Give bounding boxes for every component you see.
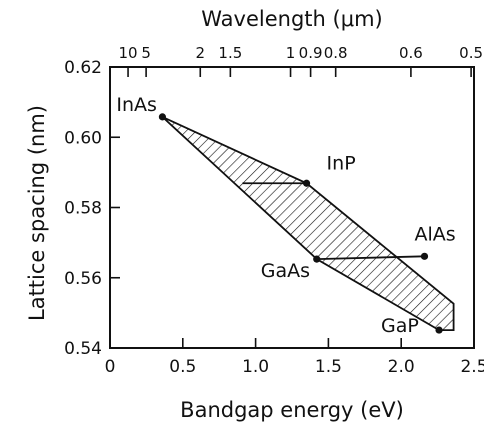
y-tick-label: 0.56 xyxy=(64,269,102,289)
x-tick-label: 2.5 xyxy=(460,357,484,377)
top-tick-label: 0.5 xyxy=(459,44,483,62)
label-inas: InAs xyxy=(116,94,157,116)
y-axis-label: Lattice spacing (nm) xyxy=(25,105,49,321)
point-gaas xyxy=(313,255,321,263)
x-tick-label: 0.5 xyxy=(169,357,196,377)
top-tick-label: 2 xyxy=(195,44,205,62)
top-tick-label: 10 xyxy=(119,44,138,62)
top-tick-label: 0.8 xyxy=(324,44,348,62)
x-tick-label: 1.0 xyxy=(242,357,269,377)
label-gaas: GaAs xyxy=(261,260,310,282)
y-tick-label: 0.62 xyxy=(64,58,102,78)
y-tick-label: 0.58 xyxy=(64,199,102,219)
top-tick-label: 1.5 xyxy=(218,44,242,62)
top-tick-label: 1 xyxy=(286,44,296,62)
x-tick-label: 1.5 xyxy=(315,357,342,377)
point-inp xyxy=(302,179,311,187)
label-inp: InP xyxy=(327,152,356,174)
top-tick-label: 0.6 xyxy=(399,44,423,62)
tie-line-0 xyxy=(316,255,425,261)
top-axis-label: Wavelength (μm) xyxy=(201,7,382,31)
top-tick-label: 5 xyxy=(141,44,151,62)
top-tick-label: 0.9 xyxy=(299,44,323,62)
x-tick-label: 0 xyxy=(105,357,116,377)
point-gap xyxy=(435,326,443,334)
x-axis-label: Bandgap energy (eV) xyxy=(180,398,404,422)
point-alas xyxy=(420,252,429,260)
x-tick-label: 2.0 xyxy=(388,357,415,377)
point-inas xyxy=(158,113,167,121)
label-gap: GaP xyxy=(381,315,419,337)
y-tick-label: 0.60 xyxy=(64,128,102,148)
hatched-alloy-region xyxy=(161,116,455,332)
label-alas: AlAs xyxy=(414,223,455,245)
y-tick-label: 0.54 xyxy=(64,339,102,359)
